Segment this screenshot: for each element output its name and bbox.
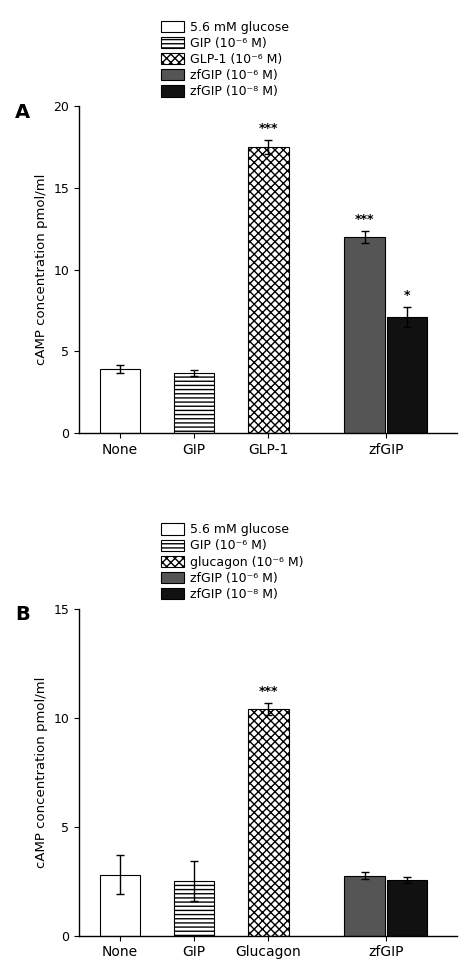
Text: A: A [15,102,30,122]
Bar [173,881,214,936]
Text: ***: *** [258,685,278,698]
Bar [344,237,385,433]
Text: *: * [404,289,410,303]
Legend: 5.6 mM glucose, GIP (10⁻⁶ M), GLP-1 (10⁻⁶ M), zfGIP (10⁻⁶ M), zfGIP (10⁻⁸ M): 5.6 mM glucose, GIP (10⁻⁶ M), GLP-1 (10⁻… [161,20,289,99]
Bar [344,875,385,936]
Legend: 5.6 mM glucose, GIP (10⁻⁶ M), glucagon (10⁻⁶ M), zfGIP (10⁻⁶ M), zfGIP (10⁻⁸ M): 5.6 mM glucose, GIP (10⁻⁶ M), glucagon (… [161,523,303,601]
Bar [386,317,427,433]
Bar [386,880,427,936]
Text: B: B [15,605,29,625]
Bar [100,369,140,433]
Bar [248,147,289,433]
Bar [173,374,214,433]
Y-axis label: cAMP concentration pmol/ml: cAMP concentration pmol/ml [35,676,48,868]
Text: ***: *** [355,213,374,226]
Bar [100,874,140,936]
Y-axis label: cAMP concentration pmol/ml: cAMP concentration pmol/ml [35,174,48,365]
Text: ***: *** [258,122,278,135]
Bar [248,709,289,936]
